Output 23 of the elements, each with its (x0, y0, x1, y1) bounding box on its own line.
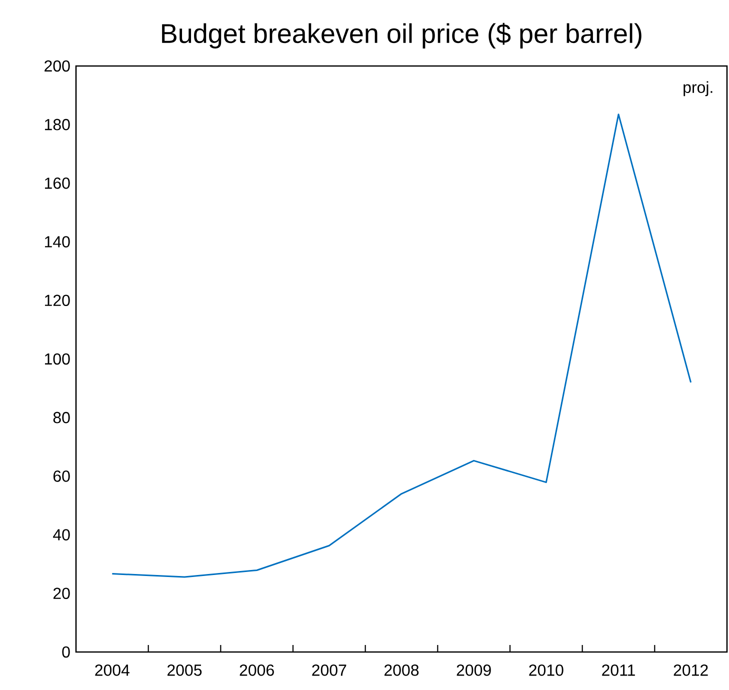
y-tick-label: 140 (45, 236, 70, 248)
y-tick-label: 0 (62, 646, 70, 658)
y-tick-label: 80 (53, 412, 70, 424)
x-tick-label: 2007 (312, 664, 346, 676)
x-tick-label: 2012 (674, 664, 708, 676)
y-tick-label: 40 (53, 529, 70, 540)
y-tick-label: 200 (44, 60, 70, 72)
x-tick-label: 2010 (529, 664, 564, 676)
annotation: proj. (684, 81, 712, 96)
y-tick-label: 160 (45, 178, 70, 189)
x-tick-label: 2005 (168, 664, 202, 676)
y-tick-label: 180 (45, 118, 70, 130)
x-tick-label: 2006 (240, 664, 274, 676)
y-tick-label: 100 (45, 353, 70, 365)
y-tick-label: 120 (45, 294, 70, 306)
x-tick-label: 2004 (95, 664, 130, 676)
line-series (111, 114, 692, 578)
y-tick-label: 60 (53, 470, 70, 482)
x-tick-label: 2009 (456, 664, 491, 676)
y-tick-label: 20 (53, 588, 70, 600)
chart-title: Budget breakeven oil price ($ per barrel) (162, 22, 642, 48)
x-tick-label: 2008 (384, 664, 419, 676)
x-tick-label: 2011 (602, 664, 635, 676)
